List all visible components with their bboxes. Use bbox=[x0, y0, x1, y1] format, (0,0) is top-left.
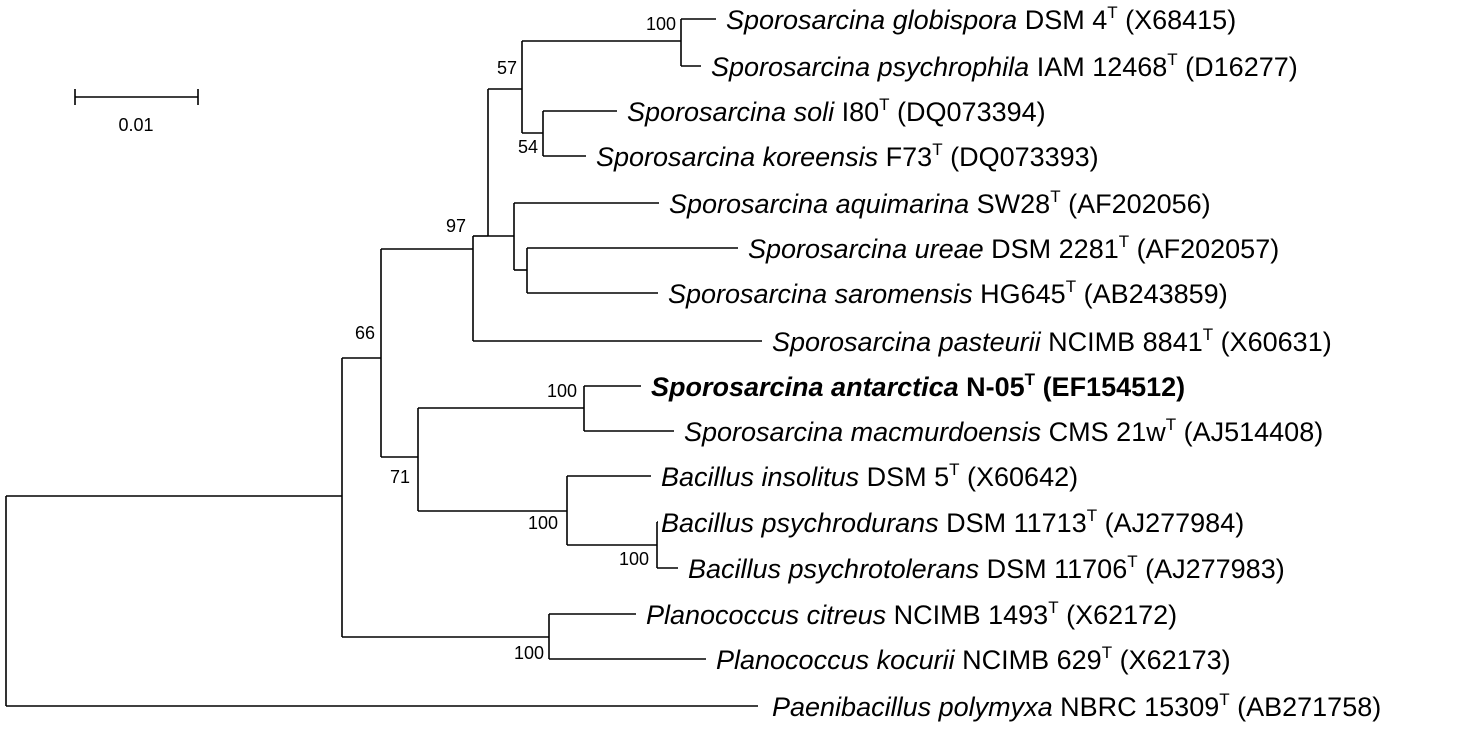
scale-bar: 0.01 bbox=[74, 89, 199, 135]
type-strain-superscript: T bbox=[1066, 277, 1076, 296]
species-name: Sporosarcina ureae bbox=[748, 234, 984, 264]
taxon-label: Sporosarcina globispora DSM 4T (X68415) bbox=[726, 3, 1236, 35]
taxon-label: Sporosarcina soli I80T (DQ073394) bbox=[627, 95, 1046, 127]
type-strain-superscript: T bbox=[1050, 187, 1060, 206]
accession-number: (DQ073393) bbox=[943, 142, 1099, 172]
species-name: Planococcus citreus bbox=[646, 600, 886, 630]
type-strain-superscript: T bbox=[1087, 506, 1097, 525]
accession-number: (EF154512) bbox=[1035, 372, 1185, 402]
species-name: Sporosarcina koreensis bbox=[596, 142, 878, 172]
species-name: Sporosarcina saromensis bbox=[668, 279, 973, 309]
accession-number: (X60631) bbox=[1213, 327, 1332, 357]
species-name: Sporosarcina macmurdoensis bbox=[684, 417, 1041, 447]
bootstrap-values: 100 57 54 97 66 100 71 100 100 100 bbox=[355, 14, 676, 663]
strain-name: N-05 bbox=[959, 372, 1025, 402]
taxon-label: Bacillus psychrodurans DSM 11713T (AJ277… bbox=[661, 506, 1244, 538]
accession-number: (X60642) bbox=[960, 462, 1079, 492]
type-strain-superscript: T bbox=[949, 460, 959, 479]
accession-number: (X62172) bbox=[1059, 600, 1178, 630]
taxon-label: Planococcus kocurii NCIMB 629T (X62173) bbox=[716, 643, 1231, 675]
bootstrap-label: 100 bbox=[528, 513, 558, 533]
scale-bar-label: 0.01 bbox=[118, 115, 153, 135]
strain-name: CMS 21w bbox=[1041, 417, 1166, 447]
strain-name: DSM 11713 bbox=[939, 508, 1087, 538]
strain-name: DSM 2281 bbox=[984, 234, 1119, 264]
accession-number: (AF202057) bbox=[1129, 234, 1279, 264]
strain-name: DSM 11706 bbox=[979, 554, 1127, 584]
bootstrap-label: 66 bbox=[355, 323, 375, 343]
accession-number: (X62173) bbox=[1112, 645, 1231, 675]
strain-name: NCIMB 629 bbox=[955, 645, 1102, 675]
type-strain-superscript: T bbox=[932, 140, 942, 159]
type-strain-superscript: T bbox=[1102, 643, 1112, 662]
strain-name: NCIMB 8841 bbox=[1041, 327, 1203, 357]
bootstrap-label: 97 bbox=[446, 216, 466, 236]
type-strain-superscript: T bbox=[1107, 3, 1117, 22]
bootstrap-label: 100 bbox=[547, 381, 577, 401]
bootstrap-label: 71 bbox=[390, 467, 410, 487]
species-name: Sporosarcina psychrophila bbox=[711, 52, 1029, 82]
strain-name: NBRC 15309 bbox=[1053, 692, 1220, 722]
taxon-label: Sporosarcina saromensis HG645T (AB243859… bbox=[668, 277, 1228, 309]
strain-name: HG645 bbox=[973, 279, 1066, 309]
species-name: Sporosarcina antarctica bbox=[651, 372, 959, 402]
accession-number: (AJ277983) bbox=[1138, 554, 1285, 584]
taxon-label: Bacillus insolitus DSM 5T (X60642) bbox=[661, 460, 1078, 492]
taxon-label: Planococcus citreus NCIMB 1493T (X62172) bbox=[646, 598, 1177, 630]
taxon-label: Sporosarcina pasteurii NCIMB 8841T (X606… bbox=[772, 325, 1332, 357]
type-strain-superscript: T bbox=[1167, 50, 1177, 69]
taxon-labels: Sporosarcina globispora DSM 4T (X68415)S… bbox=[596, 3, 1381, 722]
species-name: Bacillus psychrodurans bbox=[661, 508, 939, 538]
species-name: Sporosarcina soli bbox=[627, 97, 835, 127]
accession-number: (D16277) bbox=[1178, 52, 1298, 82]
accession-number: (AF202056) bbox=[1061, 189, 1211, 219]
species-name: Sporosarcina aquimarina bbox=[669, 189, 969, 219]
bootstrap-label: 100 bbox=[619, 549, 649, 569]
strain-name: DSM 5 bbox=[859, 462, 949, 492]
accession-number: (X68415) bbox=[1118, 5, 1237, 35]
bootstrap-label: 57 bbox=[497, 58, 517, 78]
type-strain-superscript: T bbox=[1203, 325, 1213, 344]
tree-branches bbox=[5, 18, 762, 707]
accession-number: (AB243859) bbox=[1076, 279, 1228, 309]
taxon-label: Sporosarcina macmurdoensis CMS 21wT (AJ5… bbox=[684, 415, 1323, 447]
type-strain-superscript: T bbox=[1119, 232, 1129, 251]
species-name: Bacillus psychrotolerans bbox=[688, 554, 979, 584]
bootstrap-label: 54 bbox=[518, 137, 538, 157]
taxon-label: Sporosarcina ureae DSM 2281T (AF202057) bbox=[748, 232, 1279, 264]
species-name: Sporosarcina globispora bbox=[726, 5, 1017, 35]
type-strain-superscript: T bbox=[879, 95, 889, 114]
strain-name: F73 bbox=[878, 142, 932, 172]
taxon-label: Sporosarcina aquimarina SW28T (AF202056) bbox=[669, 187, 1211, 219]
taxon-label: Sporosarcina psychrophila IAM 12468T (D1… bbox=[711, 50, 1298, 82]
species-name: Sporosarcina pasteurii bbox=[772, 327, 1042, 357]
strain-name: DSM 4 bbox=[1017, 5, 1107, 35]
species-name: Paenibacillus polymyxa bbox=[772, 692, 1053, 722]
species-name: Planococcus kocurii bbox=[716, 645, 956, 675]
accession-number: (AJ514408) bbox=[1176, 417, 1323, 447]
bootstrap-label: 100 bbox=[646, 14, 676, 34]
type-strain-superscript: T bbox=[1127, 552, 1137, 571]
taxon-label: Bacillus psychrotolerans DSM 11706T (AJ2… bbox=[688, 552, 1285, 584]
taxon-label: Sporosarcina koreensis F73T (DQ073393) bbox=[596, 140, 1099, 172]
bootstrap-label: 100 bbox=[514, 643, 544, 663]
strain-name: NCIMB 1493 bbox=[886, 600, 1048, 630]
type-strain-superscript: T bbox=[1166, 415, 1176, 434]
taxon-label: Paenibacillus polymyxa NBRC 15309T (AB27… bbox=[772, 690, 1381, 722]
accession-number: (AJ277984) bbox=[1097, 508, 1244, 538]
type-strain-superscript: T bbox=[1025, 370, 1036, 389]
type-strain-superscript: T bbox=[1219, 690, 1229, 709]
strain-name: I80 bbox=[834, 97, 879, 127]
accession-number: (AB271758) bbox=[1230, 692, 1382, 722]
species-name: Bacillus insolitus bbox=[661, 462, 859, 492]
taxon-label: Sporosarcina antarctica N-05T (EF154512) bbox=[651, 370, 1185, 402]
strain-name: SW28 bbox=[969, 189, 1050, 219]
type-strain-superscript: T bbox=[1048, 598, 1058, 617]
strain-name: IAM 12468 bbox=[1029, 52, 1167, 82]
accession-number: (DQ073394) bbox=[890, 97, 1046, 127]
